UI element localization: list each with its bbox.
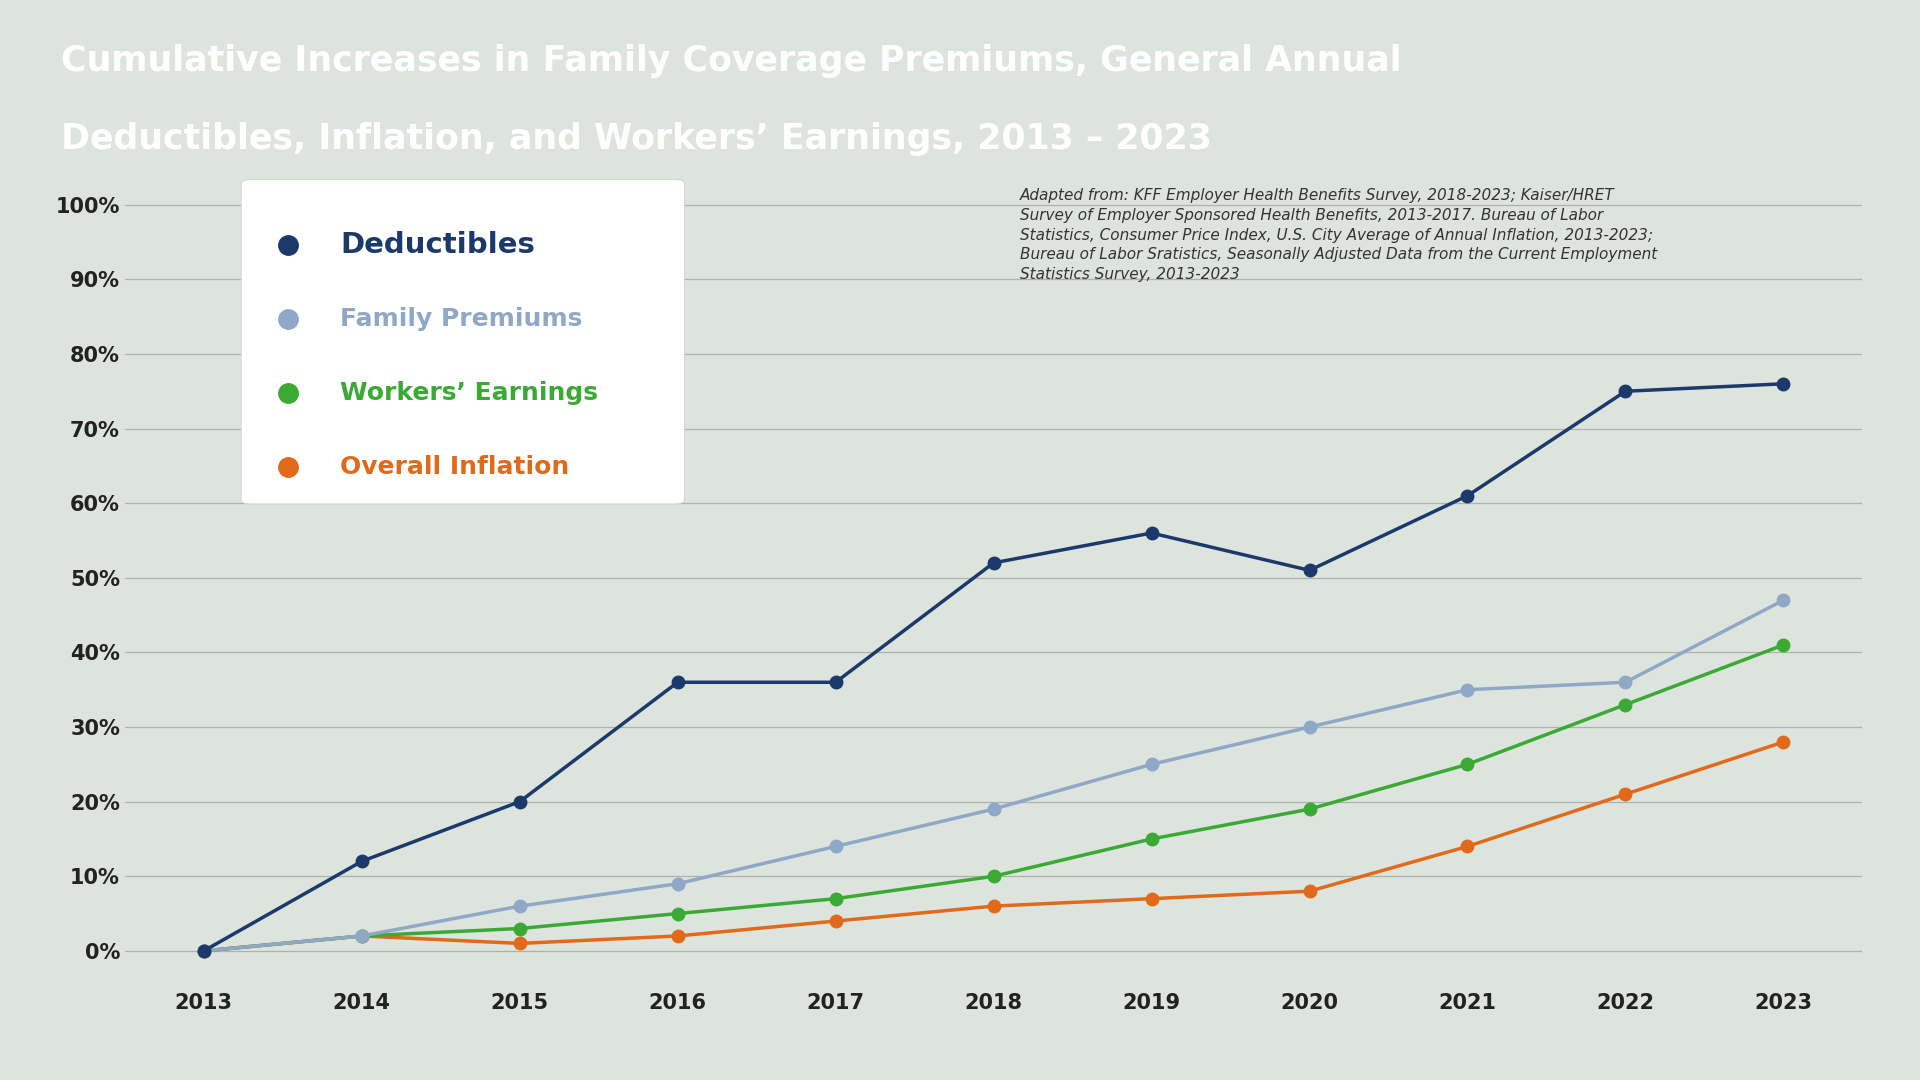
Text: Cumulative Increases in Family Coverage Premiums, General Annual: Cumulative Increases in Family Coverage … — [61, 44, 1402, 78]
Text: Workers’ Earnings: Workers’ Earnings — [340, 381, 599, 405]
Text: Deductibles, Inflation, and Workers’ Earnings, 2013 – 2023: Deductibles, Inflation, and Workers’ Ear… — [61, 122, 1212, 157]
FancyBboxPatch shape — [242, 179, 684, 504]
Text: Overall Inflation: Overall Inflation — [340, 455, 570, 480]
Text: Adapted from: KFF Employer Health Benefits Survey, 2018-2023; Kaiser/HRET
Survey: Adapted from: KFF Employer Health Benefi… — [1020, 188, 1657, 282]
Text: Deductibles: Deductibles — [340, 231, 536, 259]
Text: Family Premiums: Family Premiums — [340, 307, 582, 332]
